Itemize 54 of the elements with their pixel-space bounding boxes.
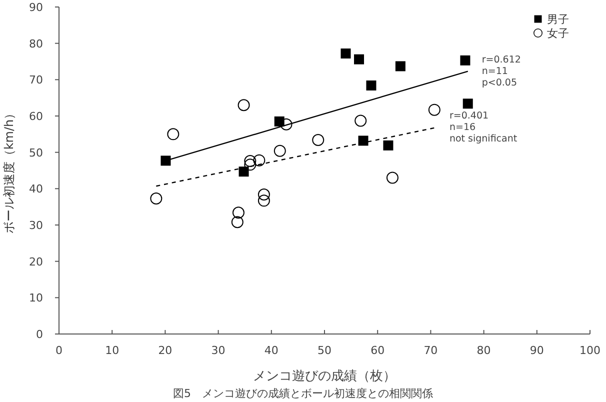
x-tick-label: 30 [211, 344, 226, 357]
y-tick-label: 90 [29, 1, 43, 14]
x-tick-label: 90 [530, 344, 544, 357]
point [160, 156, 171, 166]
y-tick-label: 10 [29, 292, 43, 305]
point [358, 136, 368, 146]
y-tick-label: 70 [29, 74, 43, 87]
y-tick-label: 80 [29, 37, 43, 50]
x-tick-label: 70 [424, 344, 438, 357]
point [258, 188, 270, 200]
point [395, 61, 406, 72]
y-tick-label: 0 [36, 328, 43, 341]
point [244, 155, 256, 168]
point [258, 194, 270, 207]
point [354, 54, 364, 64]
point [231, 216, 244, 228]
point [167, 128, 180, 140]
point [238, 166, 249, 177]
point [238, 99, 250, 112]
y-tick-label: 50 [29, 146, 43, 160]
point [253, 154, 266, 166]
y-tick-label: 30 [29, 219, 43, 232]
point [312, 134, 324, 146]
x-tick-label: 80 [476, 344, 491, 357]
x-tick-label: 20 [158, 344, 172, 357]
point [460, 55, 470, 66]
point [280, 118, 292, 130]
caption: 図5 メンコ遊びの成績とボール初速度との相関関係 [173, 387, 433, 400]
point [366, 80, 376, 90]
x-axis-title: メンコ遊びの成績（枚） [253, 369, 396, 384]
point [244, 158, 256, 171]
x-tick-label: 0 [56, 344, 62, 357]
y-tick-label: 60 [29, 110, 43, 123]
point [354, 114, 367, 127]
point [232, 206, 244, 219]
x-tick-label: 60 [370, 344, 385, 357]
y-tick-label: 40 [29, 182, 43, 196]
x-tick-label: 10 [105, 344, 120, 357]
point [383, 140, 394, 150]
legend-label: 女子 [547, 27, 569, 40]
x-tick-label: 40 [264, 344, 278, 357]
legend-label: 男子 [547, 13, 569, 26]
point [386, 172, 398, 184]
point [428, 104, 440, 116]
annotation: r=0.401 n=16 not significant [449, 110, 518, 145]
x-tick-label: 50 [318, 344, 332, 357]
x-tick-label: 100 [580, 344, 600, 357]
point [340, 48, 351, 59]
y-axis-title: ボール初速度（km/h） [2, 107, 16, 234]
point [274, 144, 286, 157]
annotation: r=0.612 n=11 p<0.05 [482, 54, 521, 88]
point [150, 192, 162, 204]
point [462, 98, 473, 109]
y-tick-label: 20 [29, 255, 43, 268]
